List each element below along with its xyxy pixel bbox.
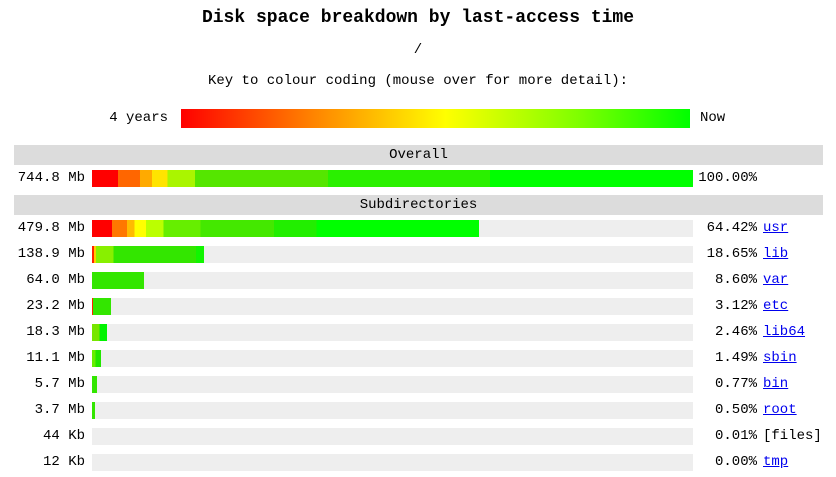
size-label: 23.2 Mb	[26, 298, 85, 314]
subdir-row-lib64: 18.3 Mb 2.46% lib64	[0, 319, 836, 345]
percent-label: 0.50%	[714, 402, 757, 418]
subdirectories-section: 479.8 Mb 64.42% usr 138.9 Mb 18.65% lib …	[0, 215, 836, 475]
bar-track	[92, 453, 693, 471]
key-newest-label: Now	[700, 110, 726, 126]
overall-row: 744.8 Mb 100.00%	[0, 165, 836, 191]
percent-label: 8.60%	[714, 272, 757, 288]
size-label: 44 Kb	[42, 428, 85, 444]
size-label: 479.8 Mb	[17, 220, 85, 236]
size-label: 744.8 Mb	[17, 170, 85, 186]
colour-key-gradient-bar[interactable]	[181, 108, 690, 128]
subdir-row-root: 3.7 Mb 0.50% root	[0, 397, 836, 423]
subdir-row-sbin: 11.1 Mb 1.49% sbin	[0, 345, 836, 371]
bar-track	[92, 349, 693, 367]
bar-track	[92, 297, 693, 315]
age-usage-bar[interactable]	[92, 271, 144, 289]
age-usage-bar[interactable]	[92, 323, 107, 341]
subdir-link[interactable]: bin	[763, 376, 789, 392]
subdir-row-tmp: 12 Kb 0.00% tmp	[0, 449, 836, 475]
age-usage-bar[interactable]	[92, 219, 480, 237]
key-oldest-label: 4 years	[109, 110, 168, 126]
colour-key: 4 years Now	[0, 108, 836, 128]
size-label: 18.3 Mb	[26, 324, 85, 340]
percent-label: 1.49%	[714, 350, 757, 366]
subdir-link[interactable]: lib	[763, 246, 789, 262]
subdir-row-bin: 5.7 Mb 0.77% bin	[0, 371, 836, 397]
subdir-row-etc: 23.2 Mb 3.12% etc	[0, 293, 836, 319]
key-caption: Key to colour coding (mouse over for mor…	[207, 73, 629, 89]
percent-label: 0.00%	[714, 454, 757, 470]
age-usage-bar[interactable]	[92, 169, 693, 187]
percent-label: 2.46%	[714, 324, 757, 340]
overall-header: Overall	[14, 145, 823, 165]
subdir-link[interactable]: usr	[763, 220, 789, 236]
size-label: 12 Kb	[42, 454, 85, 470]
subdir-row-files: 44 Kb 0.01% [files]	[0, 423, 836, 449]
bar-track	[92, 245, 693, 263]
overall-section: 744.8 Mb 100.00%	[0, 165, 836, 191]
age-usage-bar[interactable]	[92, 375, 97, 393]
bar-track	[92, 169, 693, 187]
page-title: Disk space breakdown by last-access time	[201, 8, 635, 28]
bar-track	[92, 219, 693, 237]
subdir-link[interactable]: root	[763, 402, 797, 418]
subdir-row-var: 64.0 Mb 8.60% var	[0, 267, 836, 293]
subdir-link[interactable]: etc	[763, 298, 789, 314]
percent-label: 3.12%	[714, 298, 757, 314]
subdir-link[interactable]: lib64	[763, 324, 806, 340]
current-path: /	[413, 42, 423, 58]
subdir-row-lib: 138.9 Mb 18.65% lib	[0, 241, 836, 267]
size-label: 138.9 Mb	[17, 246, 85, 262]
percent-label: 18.65%	[706, 246, 757, 262]
size-label: 64.0 Mb	[26, 272, 85, 288]
size-label: 5.7 Mb	[34, 376, 85, 392]
percent-label: 0.01%	[714, 428, 757, 444]
subdir-link[interactable]: var	[763, 272, 789, 288]
age-usage-bar[interactable]	[92, 401, 95, 419]
bar-track	[92, 323, 693, 341]
bar-track	[92, 375, 693, 393]
subdirectories-header: Subdirectories	[14, 195, 823, 215]
bar-track	[92, 427, 693, 445]
age-usage-bar[interactable]	[92, 245, 205, 263]
subdir-label: [files]	[763, 428, 822, 444]
percent-label: 100.00%	[698, 170, 757, 186]
bar-track	[92, 271, 693, 289]
subdir-link[interactable]: sbin	[763, 350, 797, 366]
age-usage-bar[interactable]	[92, 349, 101, 367]
bar-track	[92, 401, 693, 419]
percent-label: 64.42%	[706, 220, 757, 236]
age-usage-bar[interactable]	[92, 297, 111, 315]
size-label: 11.1 Mb	[26, 350, 85, 366]
percent-label: 0.77%	[714, 376, 757, 392]
subdir-link[interactable]: tmp	[763, 454, 789, 470]
size-label: 3.7 Mb	[34, 402, 85, 418]
subdir-row-usr: 479.8 Mb 64.42% usr	[0, 215, 836, 241]
